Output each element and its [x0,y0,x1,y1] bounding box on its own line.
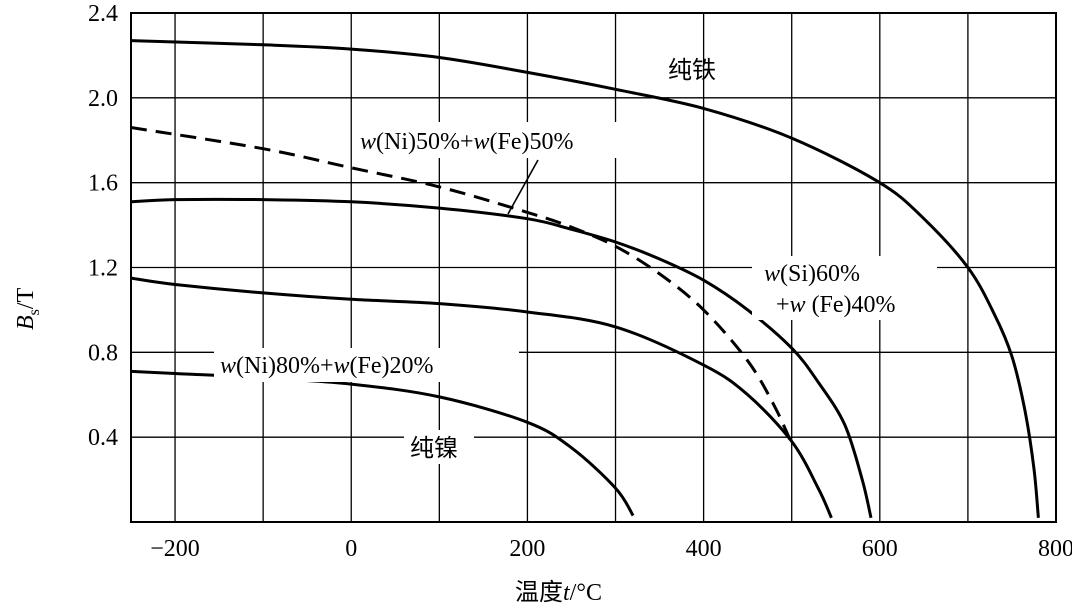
label-bg [404,430,474,464]
x-tick-label: 200 [509,536,545,562]
series-label-si60-line2: +w (Fe)40% [776,292,896,318]
x-tick-label: −200 [150,536,200,562]
series-label-pure-nickel: 纯镍 [410,435,458,462]
y-tick-label: 2.4 [88,1,118,27]
label-bg [214,348,519,382]
label-bg [355,122,660,158]
series-line-3 [130,276,833,519]
series-line-2 [130,197,873,519]
series-layer [130,39,1040,519]
series-line-4 [130,369,635,517]
x-tick-label: 0 [345,536,357,562]
label-pure-nickel: 纯镍 [404,430,474,464]
label-bg [752,256,937,320]
y-tick-label: 0.8 [88,340,118,366]
x-tick-label: 800 [1038,536,1072,562]
series-line-1 [130,126,794,445]
label-pure-iron: 纯铁 [668,57,716,84]
plot-border [130,12,1057,523]
y-tick-label: 1.2 [88,256,118,282]
y-tick-label: 1.6 [88,171,118,197]
series-label-si60-line1: w(Si)60% [764,261,860,287]
series-label-pure-iron: 纯铁 [668,57,716,84]
x-tick-label: 600 [862,536,898,562]
x-tick-label: 400 [686,536,722,562]
series-label-ni50-fe50: w(Ni)50%+w(Fe)50% [360,129,574,155]
x-axis-label: 温度t/°C [515,579,602,606]
series-line-0 [130,39,1040,518]
label-ni50-fe50: w(Ni)50%+w(Fe)50% [355,122,660,215]
series-label-ni80-fe20: w(Ni)80%+w(Fe)20% [220,353,434,379]
y-tick-label: 0.4 [88,425,118,451]
leader-line [507,159,539,215]
plot-frame [130,12,1057,523]
y-tick-label: 2.0 [88,86,118,112]
tick-labels: −200 0 200 400 600 800 0.4 0.8 1.2 1.6 2.0 2.4 [88,1,1072,562]
y-axis-label: Bs/T [13,287,43,330]
label-si60-fe40: w(Si)60% +w (Fe)40% [752,256,937,320]
label-ni80-fe20: w(Ni)80%+w(Fe)20% [214,348,519,382]
